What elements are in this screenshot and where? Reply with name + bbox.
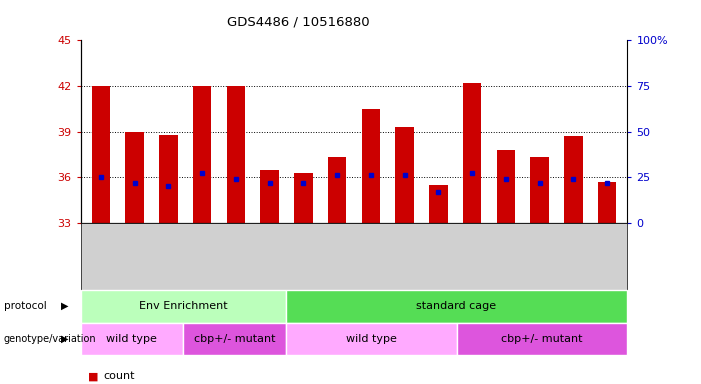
Bar: [328, 157, 346, 223]
Bar: [362, 109, 380, 223]
Bar: [159, 134, 177, 223]
Text: GDS4486 / 10516880: GDS4486 / 10516880: [226, 15, 369, 28]
Text: cbp+/- mutant: cbp+/- mutant: [193, 334, 275, 344]
Bar: [260, 169, 279, 223]
Text: genotype/variation: genotype/variation: [4, 334, 96, 344]
Bar: [294, 172, 313, 223]
Bar: [463, 83, 482, 223]
Bar: [531, 157, 549, 223]
Bar: [564, 136, 583, 223]
Bar: [429, 185, 448, 223]
Text: ▶: ▶: [62, 301, 69, 311]
Bar: [395, 127, 414, 223]
Text: wild type: wild type: [346, 334, 397, 344]
Text: ▶: ▶: [62, 334, 69, 344]
Text: standard cage: standard cage: [416, 301, 496, 311]
Text: wild type: wild type: [107, 334, 157, 344]
Text: Env Enrichment: Env Enrichment: [139, 301, 227, 311]
Bar: [598, 182, 616, 223]
Bar: [92, 86, 110, 223]
Text: protocol: protocol: [4, 301, 46, 311]
Bar: [193, 86, 212, 223]
Text: ■: ■: [88, 371, 98, 381]
Text: count: count: [103, 371, 135, 381]
Bar: [496, 150, 515, 223]
Bar: [125, 132, 144, 223]
Text: cbp+/- mutant: cbp+/- mutant: [501, 334, 583, 344]
Bar: [226, 86, 245, 223]
